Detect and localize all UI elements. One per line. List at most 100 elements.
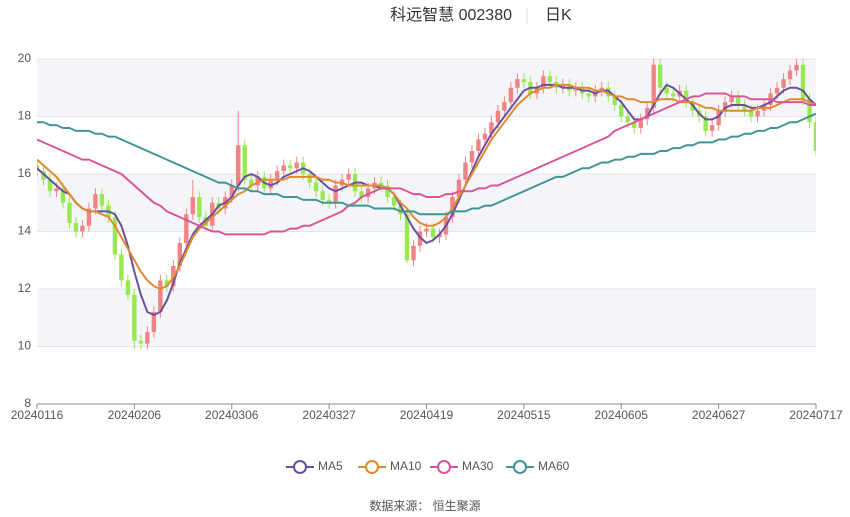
candle-body <box>547 76 553 82</box>
candle-body <box>60 188 66 203</box>
candle-body <box>489 122 494 134</box>
candle-body <box>774 87 780 94</box>
candle-body <box>781 79 786 88</box>
candle-body <box>138 340 144 344</box>
y-tick-label: 12 <box>18 281 32 295</box>
legend-label: MA5 <box>318 459 343 473</box>
y-tick-label: 16 <box>18 166 32 180</box>
candle-body <box>560 84 566 88</box>
candle-body <box>268 179 273 189</box>
candle-body <box>190 197 195 215</box>
candle-body <box>151 312 157 333</box>
candle-body <box>541 76 546 88</box>
candle-body <box>794 64 799 71</box>
candle-body <box>645 107 650 120</box>
candle-body <box>495 110 501 123</box>
candle-body <box>521 79 527 82</box>
candle-body <box>599 87 604 91</box>
candle-body <box>456 179 462 197</box>
candle-body <box>586 93 591 97</box>
candle-body <box>359 191 364 197</box>
candle-body <box>515 79 520 88</box>
candle-body <box>404 214 410 261</box>
x-tick-label: 20240515 <box>497 408 551 422</box>
x-tick-label: 20240605 <box>595 408 649 422</box>
candle-body <box>112 217 118 255</box>
candle-body <box>47 179 53 192</box>
x-tick-label: 20240327 <box>302 408 356 422</box>
candle-body <box>703 116 708 131</box>
candle-body <box>709 125 715 131</box>
candle-body <box>378 182 384 186</box>
candle-body <box>670 93 676 97</box>
candle-body <box>664 87 669 94</box>
x-tick-label: 20240116 <box>11 408 64 422</box>
x-tick-label: 20240306 <box>205 408 259 422</box>
legend-marker <box>365 460 379 474</box>
candle-body <box>242 145 247 180</box>
candle-body <box>307 174 312 183</box>
candle-body <box>469 151 475 163</box>
candle-body <box>755 110 760 117</box>
candle-body <box>716 110 721 126</box>
candle-body <box>606 87 611 97</box>
candle-body <box>203 217 208 226</box>
candle-body <box>86 208 92 226</box>
candle-body <box>813 122 816 151</box>
candle-body <box>41 171 46 180</box>
legend-marker <box>513 460 527 474</box>
candle-body <box>164 280 170 287</box>
candle-body <box>229 185 234 197</box>
candle-body <box>365 188 371 197</box>
candle-body <box>125 280 131 295</box>
candle-body <box>313 182 319 192</box>
candle-body <box>158 280 163 312</box>
x-tick-label: 20240717 <box>789 408 843 422</box>
candle-body <box>287 165 293 169</box>
legend-label: MA30 <box>462 459 494 473</box>
candle-body <box>274 171 280 180</box>
candle-body <box>197 197 202 218</box>
candle-body <box>54 188 59 192</box>
legend-marker <box>293 460 307 474</box>
candle-body <box>800 64 806 100</box>
candle-body <box>99 194 105 206</box>
candle-body <box>93 194 98 209</box>
candle-body <box>67 202 72 223</box>
source: 数据来源： 恒生聚源 <box>369 498 480 513</box>
x-tick-label: 20240206 <box>108 408 162 422</box>
candle-body <box>619 105 624 117</box>
ma-line <box>37 83 816 290</box>
candle-body <box>411 245 416 261</box>
candle-body <box>508 87 514 103</box>
candle-body <box>184 214 189 243</box>
x-tick-label: 20240419 <box>400 408 454 422</box>
candle-body <box>320 191 325 200</box>
y-tick-label: 18 <box>18 109 32 123</box>
legend-label: MA10 <box>390 459 422 473</box>
legend-marker <box>437 460 451 474</box>
candle-body <box>476 139 481 151</box>
candle-body <box>391 197 397 206</box>
candle-body <box>119 254 124 281</box>
candle-body <box>787 70 793 80</box>
candle-body <box>73 222 79 232</box>
candle-body <box>333 185 338 203</box>
candle-body <box>177 243 183 266</box>
candle-body <box>651 64 656 108</box>
candle-body <box>729 96 734 103</box>
ma-line <box>37 92 816 236</box>
candle-body <box>80 225 85 232</box>
candle-body <box>683 90 689 103</box>
candle-body <box>742 105 747 111</box>
candle-body <box>632 122 637 128</box>
candle-body <box>573 87 579 91</box>
candle-body <box>463 162 468 180</box>
candle-body <box>625 116 630 123</box>
candle-body <box>807 99 812 123</box>
candle-body <box>735 96 741 105</box>
candle-body <box>482 133 488 140</box>
grid-band <box>37 174 816 232</box>
candle-body <box>722 102 728 111</box>
